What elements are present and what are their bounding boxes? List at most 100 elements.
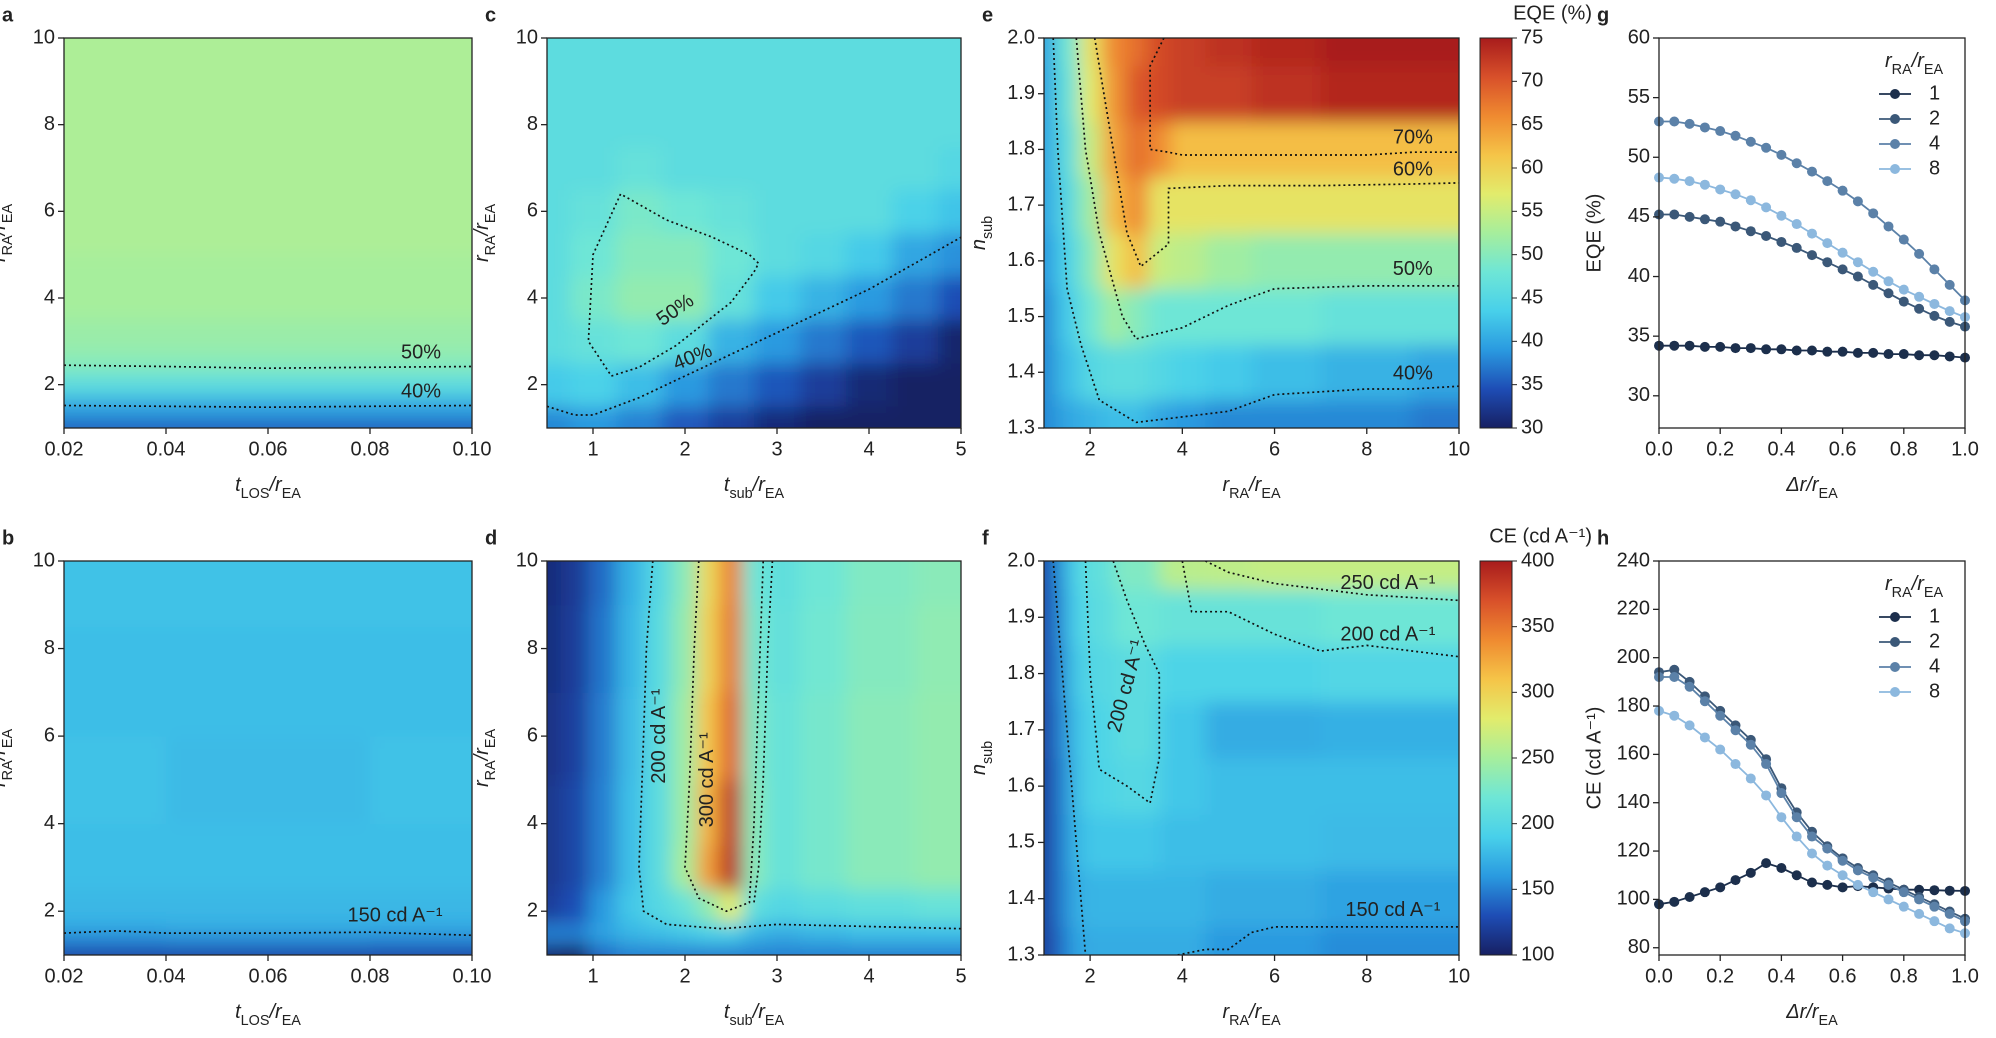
heat-cell xyxy=(1205,701,1252,759)
x-axis-label-part: /r xyxy=(751,474,767,496)
heat-cell xyxy=(1170,344,1206,401)
x-tick-label: 0.6 xyxy=(1829,965,1857,987)
heat-cell xyxy=(754,146,801,191)
marker xyxy=(1715,216,1726,227)
heat-cell xyxy=(800,189,847,234)
heat-cell xyxy=(1320,645,1414,703)
marker xyxy=(1822,346,1833,357)
marker xyxy=(1715,341,1726,352)
contour-label: 250 cd A⁻¹ xyxy=(1340,572,1435,594)
heat-cell xyxy=(1170,177,1206,234)
heat-cell xyxy=(1205,400,1252,428)
heat-cell xyxy=(662,276,709,321)
colorbar-tick-label: 75 xyxy=(1521,26,1543,48)
heat-cell xyxy=(64,626,167,737)
x-tick-label: 6 xyxy=(1269,438,1280,460)
heat-cell xyxy=(166,81,371,169)
x-axis-label-part: t xyxy=(724,474,731,496)
y-tick-label: 1.7 xyxy=(1007,193,1035,215)
marker xyxy=(1944,316,1955,327)
plot-frame xyxy=(1043,560,1460,956)
marker xyxy=(1807,848,1817,859)
x-tick-label: 10 xyxy=(1448,965,1470,987)
plot-frame xyxy=(546,37,962,429)
y-tick-label: 140 xyxy=(1617,791,1650,813)
heat-cell xyxy=(560,922,589,945)
marker xyxy=(1898,234,1909,245)
legend-title-part: /r xyxy=(1910,50,1926,72)
legend-title-part: /r xyxy=(1910,573,1926,595)
heat-cell xyxy=(1044,38,1057,67)
contour-label: 200 cd A⁻¹ xyxy=(648,688,670,783)
heat-cell xyxy=(1320,758,1414,815)
y-axis-label: CE (cd A⁻¹) xyxy=(1583,707,1605,810)
marker xyxy=(1745,226,1756,237)
heat-cell xyxy=(616,922,645,945)
heat-cell xyxy=(547,103,571,147)
y-tick-label: 10 xyxy=(33,26,55,48)
heat-cell xyxy=(708,146,755,191)
heat-cell xyxy=(846,692,916,781)
heat-cell xyxy=(1050,758,1068,815)
heat-cell xyxy=(560,889,589,923)
heat-cell xyxy=(1147,344,1172,401)
marker xyxy=(1730,221,1741,232)
marker xyxy=(1944,908,1955,919)
heat-cell xyxy=(754,319,801,364)
marker xyxy=(1929,916,1940,927)
marker xyxy=(1914,350,1925,361)
heat-cell xyxy=(696,944,720,955)
heat-cell xyxy=(846,944,916,955)
heat-cell xyxy=(570,38,617,61)
marker xyxy=(1852,257,1863,268)
colorbar-tick-label: 150 xyxy=(1521,878,1554,900)
y-tick-label: 4 xyxy=(527,812,538,834)
heat-cell xyxy=(166,823,371,890)
marker xyxy=(1699,122,1710,133)
heat-cell xyxy=(892,59,939,104)
heat-cell xyxy=(1101,400,1126,428)
contour-line xyxy=(1205,561,1459,602)
heat-cell xyxy=(1251,701,1322,759)
marker xyxy=(1699,696,1710,707)
heatmap xyxy=(64,38,472,428)
heat-cell xyxy=(754,363,801,407)
colorbar-tick-label: 70 xyxy=(1521,70,1543,92)
marker xyxy=(1837,855,1848,866)
heat-cell xyxy=(547,233,571,277)
y-tick-label: 40 xyxy=(1628,265,1650,287)
marker xyxy=(1684,340,1695,351)
heat-cell xyxy=(938,146,961,191)
heat-cell xyxy=(742,845,766,890)
x-axis-label-part: EA xyxy=(282,1013,302,1029)
heat-cell xyxy=(742,692,766,781)
marker xyxy=(1699,179,1710,190)
marker xyxy=(1898,349,1909,360)
heat-cell xyxy=(64,823,167,890)
heat-cell xyxy=(1044,926,1052,955)
x-axis-label-part: RA xyxy=(1229,1013,1249,1029)
x-tick-label: 4 xyxy=(863,438,874,460)
y-tick-label: 45 xyxy=(1628,205,1650,227)
heat-cell xyxy=(64,935,167,949)
heat-cell xyxy=(643,889,672,923)
heat-cell xyxy=(1113,589,1160,646)
heatmap xyxy=(1044,561,1459,955)
marker xyxy=(1776,812,1787,823)
heatmap-cells xyxy=(64,561,472,955)
heatmap xyxy=(1044,38,1459,428)
heat-cell xyxy=(742,922,766,945)
heat-cell xyxy=(370,736,472,825)
x-axis-label-part: EA xyxy=(1819,1013,1839,1029)
heat-cell xyxy=(166,168,371,256)
x-tick-label: 0.4 xyxy=(1767,438,1795,460)
heat-cell xyxy=(800,692,847,781)
marker xyxy=(1669,664,1680,675)
y-tick-label: 2.0 xyxy=(1007,26,1035,48)
heat-cell xyxy=(1044,645,1052,703)
x-axis-label: rRA/rEA xyxy=(1222,1001,1280,1029)
heat-cell xyxy=(1083,814,1114,872)
heat-cell xyxy=(1205,288,1252,345)
y-tick-label: 35 xyxy=(1628,324,1650,346)
heat-cell xyxy=(1050,814,1068,872)
